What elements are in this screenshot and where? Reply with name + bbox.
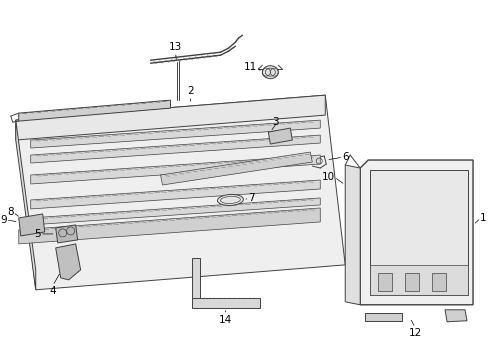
Text: 4: 4 (49, 286, 56, 296)
Text: 1: 1 (479, 213, 486, 223)
Polygon shape (31, 155, 320, 184)
Polygon shape (365, 313, 401, 321)
Polygon shape (31, 180, 320, 209)
Bar (377, 273, 391, 291)
Text: 3: 3 (271, 117, 278, 127)
Polygon shape (31, 120, 320, 148)
Bar (431, 273, 445, 291)
Bar (404, 273, 418, 291)
Ellipse shape (262, 66, 278, 79)
Text: 2: 2 (187, 86, 193, 96)
Polygon shape (160, 152, 312, 185)
Text: 12: 12 (407, 328, 421, 338)
Ellipse shape (217, 194, 243, 206)
Polygon shape (192, 258, 200, 298)
Text: 10: 10 (322, 172, 335, 182)
Text: 8: 8 (7, 207, 14, 217)
Polygon shape (19, 208, 320, 244)
Text: 9: 9 (0, 215, 7, 225)
Polygon shape (19, 214, 44, 236)
Polygon shape (268, 128, 292, 144)
Polygon shape (369, 265, 467, 295)
Polygon shape (16, 95, 325, 140)
Polygon shape (56, 244, 81, 280)
Polygon shape (360, 160, 472, 305)
Polygon shape (19, 100, 170, 121)
Text: 11: 11 (244, 62, 257, 72)
Text: 6: 6 (342, 152, 348, 162)
Polygon shape (444, 310, 466, 322)
Polygon shape (16, 120, 36, 290)
Text: 13: 13 (168, 42, 182, 52)
Polygon shape (369, 170, 467, 295)
Text: 7: 7 (248, 193, 254, 203)
Polygon shape (345, 165, 360, 305)
Polygon shape (56, 225, 78, 243)
Polygon shape (31, 198, 320, 225)
Polygon shape (16, 95, 345, 290)
Polygon shape (192, 298, 260, 308)
Text: 5: 5 (34, 229, 41, 239)
Polygon shape (31, 135, 320, 163)
Text: 14: 14 (218, 315, 232, 325)
